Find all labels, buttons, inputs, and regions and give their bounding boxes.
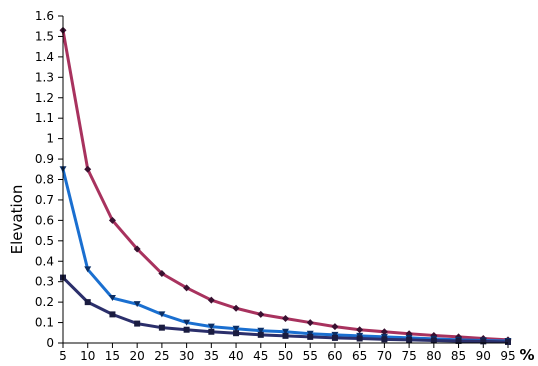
data-point bbox=[257, 327, 265, 334]
data-point bbox=[306, 319, 314, 327]
y-tick-label: 0.6 bbox=[35, 213, 54, 227]
data-point bbox=[134, 320, 141, 327]
data-point bbox=[505, 338, 511, 345]
data-point bbox=[207, 323, 215, 330]
y-tick-label: 0.5 bbox=[35, 234, 54, 248]
data-point bbox=[307, 333, 314, 340]
y-tick-label: 0.1 bbox=[35, 316, 54, 330]
data-point bbox=[158, 270, 166, 278]
data-point bbox=[84, 165, 92, 173]
axes bbox=[62, 16, 508, 344]
data-point bbox=[282, 332, 289, 339]
y-tick-label: 1.6 bbox=[35, 9, 54, 23]
x-tick-label: 15 bbox=[105, 349, 120, 362]
data-point bbox=[381, 336, 388, 343]
data-point bbox=[183, 319, 191, 326]
x-tick-label: 60 bbox=[327, 349, 342, 362]
y-tick-label: 1.1 bbox=[35, 111, 54, 125]
x-axis-title: % bbox=[519, 346, 534, 362]
y-tick-label: 0 bbox=[46, 336, 54, 350]
y-tick-label: 0.7 bbox=[35, 193, 54, 207]
data-point bbox=[455, 337, 462, 344]
data-point bbox=[233, 330, 240, 337]
data-point bbox=[108, 216, 116, 224]
x-tick-label: 75 bbox=[401, 349, 416, 362]
data-point bbox=[109, 311, 116, 318]
x-tick-label: 70 bbox=[377, 349, 392, 362]
series-3 bbox=[60, 274, 511, 345]
data-point bbox=[282, 328, 289, 335]
data-point bbox=[108, 295, 116, 302]
data-point bbox=[480, 338, 487, 345]
y-tick-label: 1.4 bbox=[35, 50, 54, 64]
x-tick-label: 5 bbox=[59, 349, 67, 362]
data-point bbox=[356, 335, 363, 342]
data-point bbox=[430, 337, 437, 344]
y-tick-label: 0.2 bbox=[35, 295, 54, 309]
y-tick-label: 0.8 bbox=[35, 173, 54, 187]
data-point bbox=[158, 324, 165, 331]
x-tick-label: 40 bbox=[228, 349, 243, 362]
y-tick-label: 1.2 bbox=[35, 91, 54, 105]
x-axis: 5 10 15 20 25 30 35 40 45 50 55 60 65 70 75 80 85 90 95 bbox=[59, 343, 516, 363]
x-tick-label: 20 bbox=[130, 349, 145, 362]
data-point bbox=[331, 323, 339, 331]
series-line bbox=[61, 30, 509, 342]
data-point bbox=[380, 328, 388, 336]
x-tick-label: 95 bbox=[500, 349, 515, 362]
x-tick-label: 45 bbox=[253, 349, 268, 362]
x-tick-label: 85 bbox=[451, 349, 466, 362]
y-axis: 0 0.1 0.2 0.3 0.4 0.5 0.6 0.7 0.8 0.9 1 1.1 1.2 1.3 1.… bbox=[35, 9, 63, 350]
data-point bbox=[257, 310, 265, 318]
data-point bbox=[306, 330, 314, 337]
data-point bbox=[84, 266, 92, 273]
y-tick-label: 1.3 bbox=[35, 70, 54, 84]
data-point bbox=[208, 328, 215, 335]
y-tick-label: 0.9 bbox=[35, 152, 54, 166]
y-tick-label: 0.4 bbox=[35, 254, 54, 268]
x-tick-label: 80 bbox=[426, 349, 441, 362]
data-point bbox=[282, 314, 289, 322]
x-tick-label: 35 bbox=[204, 349, 219, 362]
data-point bbox=[232, 304, 240, 312]
data-point bbox=[183, 284, 191, 292]
data-point bbox=[183, 326, 190, 333]
x-tick-label: 30 bbox=[179, 349, 194, 362]
data-point bbox=[158, 311, 166, 318]
data-point bbox=[232, 325, 240, 332]
x-tick-label: 10 bbox=[80, 349, 95, 362]
x-tick-label: 65 bbox=[352, 349, 367, 362]
x-tick-label: 90 bbox=[476, 349, 491, 362]
y-axis-title: Elevation bbox=[8, 185, 26, 255]
data-point bbox=[84, 299, 91, 306]
data-point bbox=[331, 334, 338, 341]
data-point bbox=[133, 245, 141, 253]
series-layer bbox=[59, 26, 512, 345]
data-point bbox=[207, 296, 215, 304]
data-point bbox=[356, 326, 364, 334]
data-point bbox=[257, 331, 264, 338]
x-tick-label: 25 bbox=[154, 349, 169, 362]
y-tick-label: 0.3 bbox=[35, 275, 54, 289]
y-tick-label: 1.5 bbox=[35, 29, 54, 43]
series-1 bbox=[59, 26, 512, 344]
y-tick-label: 1 bbox=[46, 132, 54, 146]
data-point bbox=[331, 331, 339, 338]
data-point bbox=[406, 336, 413, 343]
x-tick-label: 55 bbox=[303, 349, 318, 362]
data-point bbox=[133, 301, 141, 308]
x-tick-label: 50 bbox=[278, 349, 293, 362]
